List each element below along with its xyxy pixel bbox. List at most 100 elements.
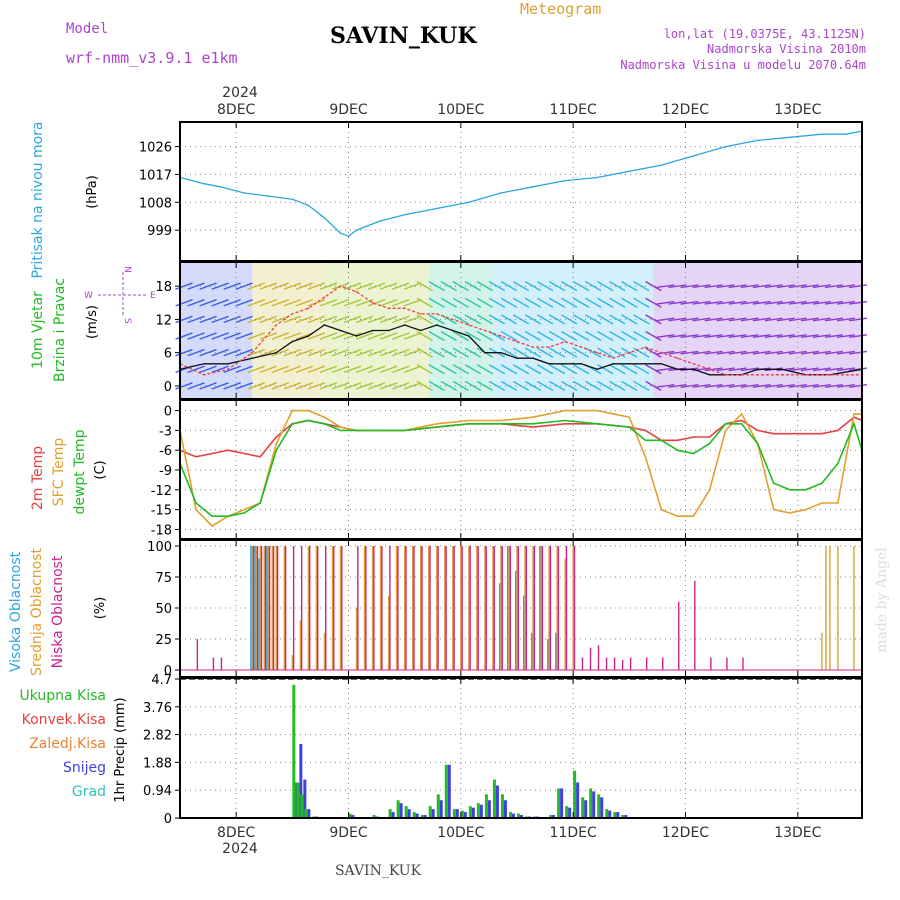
point-temperature-1	[243, 508, 245, 511]
precip-bar-1	[624, 815, 628, 818]
wind-barb	[331, 299, 350, 307]
point-wind-1	[387, 307, 390, 310]
point-temperature-1	[740, 413, 743, 415]
wind-barb	[379, 332, 398, 340]
wind-barb	[175, 332, 193, 340]
wind-barb	[403, 365, 422, 374]
wind-barb	[367, 332, 386, 340]
wind-barb	[609, 281, 626, 292]
wind-barb	[247, 282, 265, 290]
series-temperature-2	[179, 419, 863, 518]
precip-bar-1	[399, 803, 403, 818]
precip-bar-0	[516, 813, 520, 818]
point-temperature-2	[788, 489, 791, 491]
wind-barb	[440, 297, 457, 308]
point-wind-1	[564, 340, 566, 343]
wind-barb	[476, 297, 494, 308]
point-wind-1	[339, 285, 342, 287]
wind-barb	[560, 314, 578, 325]
wind-barb	[812, 350, 831, 355]
precip-bar-1	[479, 804, 483, 818]
precip-bar-1	[415, 813, 419, 818]
precip-bar-0	[296, 782, 300, 818]
precip-bar-0	[549, 815, 553, 818]
wind-barb	[259, 299, 277, 307]
wind-barb	[271, 365, 289, 374]
precip-bar-0	[428, 806, 432, 818]
wind-barb	[836, 334, 855, 338]
precip-bar-0	[468, 806, 472, 818]
temp-unit: (C)	[93, 460, 108, 479]
day-label-bottom: 8DEC	[217, 825, 256, 841]
wind-barb	[295, 315, 314, 324]
wind-barb	[500, 281, 518, 292]
wind-barb	[295, 365, 314, 374]
wind-barb	[464, 364, 482, 375]
ytick-label: 6	[164, 347, 172, 362]
wind-barb	[343, 365, 362, 374]
wind-barb	[307, 282, 326, 290]
wind-barb	[223, 299, 241, 307]
precip-legend-item: Konvek.Kisa	[22, 712, 106, 728]
wind-barb	[307, 332, 326, 340]
point-wind-0	[307, 335, 310, 337]
wind-barb	[752, 334, 771, 338]
point-temperature-0	[837, 429, 839, 432]
wind-barb	[585, 281, 602, 292]
point-temperature-1	[275, 442, 278, 445]
wind-barb	[800, 300, 819, 305]
wind-barb	[343, 299, 362, 307]
precip-bar-1	[439, 800, 443, 818]
wind-barb	[812, 383, 831, 388]
top-day-labels: 8DEC 9DEC 10DEC 11DEC 12DEC 13DEC	[217, 102, 822, 118]
ytick-label: 25	[155, 633, 172, 648]
wind-barb	[379, 299, 398, 307]
precip-bar-1	[423, 815, 427, 818]
wind-barb	[379, 365, 398, 374]
wind-barb	[824, 334, 843, 338]
point-wind-1	[251, 351, 254, 354]
wind-barb	[500, 380, 518, 392]
wind-barb	[319, 382, 338, 390]
wind-barb	[728, 284, 747, 289]
wind-barb	[259, 282, 277, 290]
point-wind-0	[275, 351, 278, 354]
point-wind-0	[516, 357, 518, 360]
compass-w: W	[84, 291, 93, 301]
wind-barb	[488, 281, 506, 292]
wind-barb	[740, 367, 759, 372]
panel-labels: Pritisak na nivou mora (hPa) 10m Vjetar …	[8, 121, 156, 802]
wind-barb	[428, 281, 445, 292]
point-temperature-2	[259, 502, 262, 504]
wind-barb	[199, 332, 217, 340]
precip-legend-item: Zaledj.Kisa	[29, 736, 106, 752]
cloud-label-high: Visoka Oblacnost	[8, 551, 24, 672]
wind-barb	[824, 383, 843, 388]
wind-barb	[656, 334, 675, 338]
point-temperature-2	[676, 449, 679, 452]
point-temperature-2	[837, 462, 839, 465]
wind-barb	[668, 300, 687, 305]
point-pressure-0	[435, 207, 438, 210]
wind-barb	[716, 300, 735, 305]
point-wind-0	[548, 362, 550, 365]
wind-barb	[175, 348, 193, 357]
point-temperature-2	[195, 502, 197, 504]
point-temperature-0	[243, 452, 245, 455]
precip-unit: 1hr Precip (mm)	[113, 697, 128, 802]
wind-barb	[848, 334, 867, 338]
wind-barb	[548, 380, 566, 392]
wind-barb	[500, 297, 518, 308]
ytick-label: 0.94	[143, 784, 172, 799]
point-wind-1	[323, 296, 326, 299]
point-temperature-1	[692, 515, 695, 517]
point-temperature-1	[339, 426, 342, 428]
wind-barb	[319, 282, 338, 290]
wind-barb	[668, 383, 687, 388]
point-wind-0	[644, 362, 647, 365]
wind-barb	[416, 380, 433, 392]
wind-barb	[621, 314, 638, 325]
wind-barb	[524, 314, 542, 325]
precip-bar-0	[444, 764, 448, 818]
wind-barb	[428, 314, 445, 325]
